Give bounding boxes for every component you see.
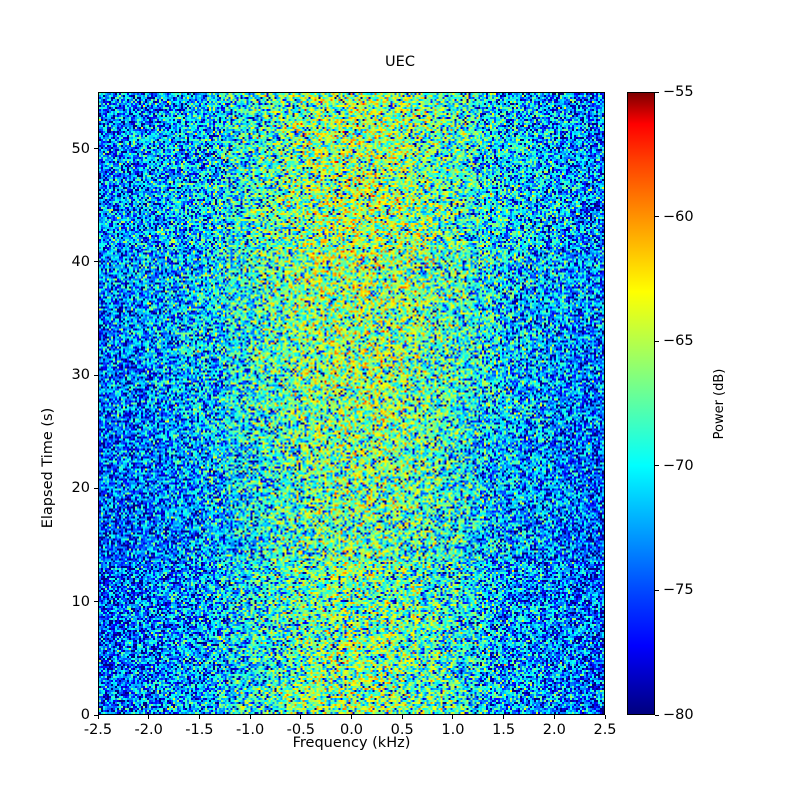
- colorbar-tick-label: −70: [663, 457, 694, 474]
- x-tick-label: 1.0: [441, 722, 465, 738]
- x-tick-mark: [452, 715, 454, 719]
- colorbar-label: Power (dB): [712, 368, 727, 440]
- x-tick-label: -1.0: [235, 722, 265, 738]
- x-tick-mark: [351, 715, 352, 719]
- x-tick-mark: [249, 715, 251, 719]
- colorbar[interactable]: [627, 92, 655, 715]
- colorbar-gradient: [627, 92, 655, 715]
- y-tick-mark: [94, 148, 98, 150]
- y-axis-label: Elapsed Time (s): [40, 407, 56, 529]
- y-tick-mark: [94, 261, 98, 263]
- y-tick-mark: [94, 601, 98, 603]
- x-tick-mark: [300, 715, 302, 719]
- y-tick-label: 0: [80, 707, 90, 723]
- colorbar-tick-mark: [655, 91, 659, 93]
- spectrogram-plot-area[interactable]: [98, 92, 605, 715]
- x-axis-label: Frequency (kHz): [292, 735, 411, 751]
- y-tick-label: 20: [71, 480, 90, 497]
- title-station: UEC: [385, 54, 415, 70]
- colorbar-tick-label: −65: [663, 333, 694, 350]
- y-tick-label: 30: [71, 367, 90, 384]
- x-tick-mark: [503, 715, 505, 719]
- y-tick-label: 50: [71, 140, 90, 157]
- y-tick-label: 40: [71, 253, 90, 270]
- x-tick-mark: [97, 715, 99, 719]
- colorbar-tick-label: −60: [663, 208, 694, 225]
- x-tick-mark: [604, 715, 606, 719]
- colorbar-tick-label: −80: [663, 707, 694, 723]
- y-tick-label: 10: [71, 593, 90, 610]
- x-tick-mark: [553, 715, 555, 719]
- x-tick-mark: [148, 715, 150, 719]
- x-tick-label: 2.0: [542, 722, 566, 738]
- colorbar-tick-mark: [655, 216, 659, 218]
- colorbar-tick-label: −55: [663, 84, 694, 100]
- x-tick-label: -1.5: [185, 722, 214, 738]
- x-tick-label: 0.5: [390, 722, 414, 738]
- x-tick-label: -2.0: [134, 722, 163, 738]
- y-tick-mark: [94, 714, 98, 716]
- x-tick-label: 0.0: [339, 722, 364, 738]
- y-tick-mark: [94, 374, 98, 376]
- x-tick-label: 1.5: [492, 722, 516, 738]
- colorbar-tick-mark: [655, 589, 659, 591]
- colorbar-tick-mark: [655, 465, 659, 467]
- x-tick-mark: [401, 715, 403, 719]
- x-tick-label: 2.5: [593, 722, 617, 738]
- colorbar-tick-mark: [655, 340, 659, 342]
- colorbar-tick-mark: [655, 714, 659, 716]
- colorbar-tick-label: −75: [663, 582, 694, 599]
- x-tick-label: -0.5: [286, 722, 315, 738]
- spectrogram-image: [99, 93, 604, 714]
- x-tick-mark: [198, 715, 200, 719]
- y-tick-mark: [94, 487, 98, 489]
- x-tick-label: -2.5: [83, 722, 113, 738]
